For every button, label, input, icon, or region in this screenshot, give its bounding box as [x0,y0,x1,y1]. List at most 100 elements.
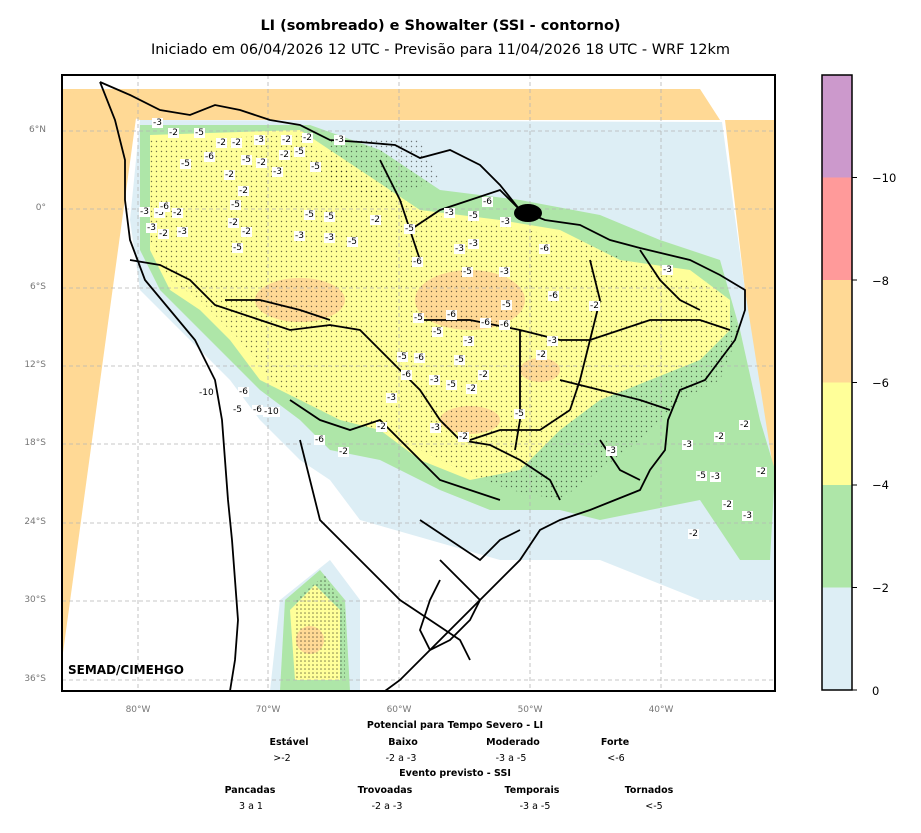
colorbar [821,74,857,691]
contour-label: -5 [304,210,315,220]
contour-label: -2 [216,138,227,148]
contour-label: -3 [742,511,753,521]
contour-label: -3 [294,231,305,241]
contour-label: -2 [338,447,349,457]
graticule [62,75,775,691]
lat-tick-12s: 12°S [24,360,46,370]
contour-label: -3 [547,336,558,346]
contour-label: -3 [500,217,511,227]
contour-label: -6 [548,291,559,301]
lat-tick-18s: 18°S [24,438,46,448]
colorbar-label-6: −6 [872,376,889,390]
contour-label: -3 [454,244,465,254]
contour-label: -5 [454,355,465,365]
contour-label: -5 [230,200,241,210]
contour-label: -6 [401,370,412,380]
contour-label: -5 [432,327,443,337]
contour-label: -3 [139,207,150,217]
lon-tick-80w: 80°W [125,705,151,715]
contour-label: -2 [168,128,179,138]
contour-label: -3 [152,118,163,128]
colorbar-segment [822,280,852,383]
ssi-cat-pancadas: Pancadas [224,785,276,796]
colorbar-label-4: −4 [872,478,889,492]
contour-label: -6 [482,197,493,207]
colorbar-segment [822,75,852,178]
contour-label: -2 [714,432,725,442]
contour-label: -2 [739,420,750,430]
contour-label: -5 [347,237,358,247]
colorbar-label-10: −10 [872,171,897,185]
lat-tick-24s: 24°S [24,517,46,527]
contour-label: -3 [682,440,693,450]
colorbar-segment [822,382,852,485]
borders [99,81,746,691]
li-range-baixo: -2 a -3 [385,753,417,764]
contour-label: -6 [159,202,170,212]
contour-label: -2 [376,422,387,432]
contour-label: -6 [414,353,425,363]
li-legend-title: Potencial para Tempo Severo - LI [366,720,544,731]
contour-label: -5 [404,224,415,234]
lon-tick-50w: 50°W [517,705,543,715]
contour-label: -6 [446,310,457,320]
li-cat-baixo: Baixo [388,737,418,748]
contour-label: -2 [281,135,292,145]
contour-label: -2 [172,208,183,218]
contour-label: -2 [158,229,169,239]
contour-label: -3 [324,233,335,243]
li-cat-moderado: Moderado [486,737,540,748]
contour-label: -5 [154,208,165,218]
contour-label: -6 [252,405,263,415]
lat-tick-30s: 30°S [24,595,46,605]
contour-label: -3 [334,135,345,145]
contour-label: -6 [238,387,249,397]
contour-label: -3 [444,208,455,218]
contour-label: -2 [238,186,249,196]
contour-label: -2 [589,301,600,311]
contour-label: -5 [501,300,512,310]
contour-label: -3 [662,265,673,275]
contour-label: -3 [177,227,188,237]
contour-label: -2 [536,350,547,360]
contour-label: -10 [263,407,280,417]
contour-label: -5 [462,267,473,277]
map-title: LI (sombreado) e Showalter (SSI - contor… [260,18,621,34]
map-subtitle: Iniciado em 06/04/2026 12 UTC - Previsão… [150,42,731,58]
lon-tick-40w: 40°W [648,705,674,715]
contour-label: -6 [480,318,491,328]
ssi-range-temporais: -3 a -5 [519,801,551,812]
contour-label: -6 [412,257,423,267]
contour-label: -5 [180,159,191,169]
contour-label: -3 [430,423,441,433]
contour-label: -3 [429,375,440,385]
contour-label: -5 [413,313,424,323]
contour-label: -3 [606,446,617,456]
contour-label: -10 [198,388,215,398]
map-frame [61,74,776,692]
contour-label: -5 [468,211,479,221]
contour-label: -5 [514,409,525,419]
contour-label: -5 [232,405,243,415]
contour-label: -2 [302,133,313,143]
contour-label: -6 [539,244,550,254]
colorbar-segment [822,177,852,280]
lat-tick-6s: 6°S [30,282,46,292]
colorbar-frame [821,74,853,691]
contour-label: -2 [231,138,242,148]
contour-label: -5 [194,128,205,138]
ssi-legend-title: Evento previsto - SSI [399,768,511,779]
contour-label: -5 [397,352,408,362]
lat-tick-6n: 6°N [29,125,46,135]
li-cat-forte: Forte [600,737,630,748]
amazon-delta [514,204,542,222]
contour-label: -2 [688,529,699,539]
contour-label: -3 [499,267,510,277]
ssi-cat-temporais: Temporais [504,785,560,796]
contour-label: -3 [386,393,397,403]
contour-label: -2 [228,218,239,228]
contour-label: -5 [310,162,321,172]
contour-label: -5 [232,243,243,253]
li-range-estavel: >-2 [273,753,291,764]
contour-label: -2 [241,227,252,237]
